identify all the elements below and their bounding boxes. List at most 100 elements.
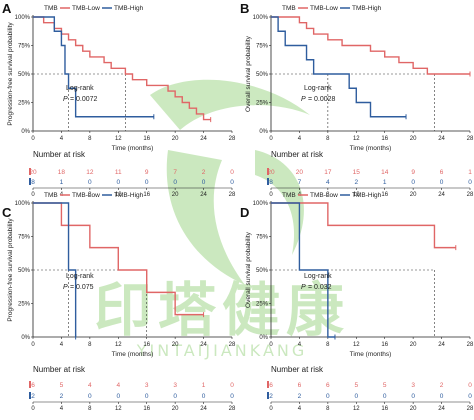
risk-x-tick-label: 8 [326,406,330,412]
x-tick-label: 24 [438,342,445,348]
risk-low-count: 5 [354,382,358,389]
y-tick-label: 100% [253,15,269,21]
x-tick-label: 8 [326,136,330,142]
y-tick-label: 75% [18,44,31,50]
risk-high-count: 1 [60,179,64,186]
risk-high-count: 0 [116,179,120,186]
risk-high-count: 0 [230,393,234,400]
risk-x-tick-label: 8 [88,406,92,412]
risk-high-count: 0 [202,393,206,400]
logrank-label: Log-rank [304,273,332,280]
x-tick-label: 0 [31,342,35,348]
risk-high-count: 0 [440,179,444,186]
x-tick-label: 12 [353,342,360,348]
p-prefix: P [63,96,68,103]
series-low-curve [271,202,456,249]
x-axis-title: Time (months) [350,145,392,152]
risk-low-count: 12 [86,169,94,176]
p-value: = 0.0028 [308,96,336,103]
logrank-label: Log-rank [66,85,94,92]
risk-x-tick-label: 0 [269,192,273,198]
risk-low-count: 3 [411,382,415,389]
y-tick-label: 50% [256,72,269,78]
x-tick-label: 20 [410,342,417,348]
x-axis-title: Time (months) [350,351,392,358]
risk-high-count: 8 [31,179,35,186]
legend-title: TMB [44,192,58,199]
x-axis-title: Time (months) [112,351,154,358]
risk-high-count: 0 [88,393,92,400]
p-value: = 0.0072 [70,96,98,103]
watermark-leaf-right [255,150,305,255]
risk-low-count: 17 [324,169,332,176]
x-tick-label: 28 [229,136,236,142]
legend-low-label: TMB-Low [72,5,100,12]
risk-low-count: 0 [230,169,234,176]
legend-low-label: TMB-Low [310,5,338,12]
series-high-curve [271,16,407,118]
legend: TMB TMB-Low TMB-High [44,5,144,12]
legend: TMB TMB-Low TMB-High [282,5,382,12]
risk-high-count: 2 [31,393,35,400]
risk-x-tick-label: 8 [88,192,92,198]
risk-high-count: 2 [60,393,64,400]
legend-high-label: TMB-High [352,5,382,12]
risk-low-count: 2 [440,382,444,389]
x-tick-label: 16 [381,136,388,142]
y-tick-label: 50% [18,72,31,78]
risk-title: Number at risk [271,365,324,374]
y-tick-label: 75% [256,44,269,50]
x-tick-label: 4 [60,136,64,142]
risk-x-tick-label: 24 [438,192,445,198]
risk-x-tick-label: 12 [353,406,360,412]
risk-x-tick-label: 28 [467,406,474,412]
risk-low-count: 0 [468,382,472,389]
watermark-text: 印塔健康 [94,276,350,344]
risk-low-count: 1 [468,169,472,176]
risk-low-count: 9 [411,169,415,176]
risk-high-count: 8 [269,179,273,186]
legend-title: TMB [44,5,58,12]
y-tick-label: 25% [256,101,269,107]
risk-x-tick-label: 24 [200,192,207,198]
risk-low-count: 9 [145,169,149,176]
risk-low-count: 20 [296,169,304,176]
legend-high-label: TMB-High [114,192,144,199]
series-low-curve [271,16,470,75]
series-high-curve [33,202,77,337]
panel-letter: B [240,1,249,16]
risk-high-count: 0 [383,393,387,400]
risk-low-count: 4 [116,382,120,389]
risk-low-count: 11 [115,169,122,176]
risk-x-tick-label: 4 [298,406,302,412]
p-prefix: P [301,284,306,291]
y-tick-label: 0% [259,129,268,135]
risk-low-count: 0 [230,382,234,389]
x-tick-label: 24 [200,342,207,348]
risk-high-count: 0 [230,179,234,186]
series-low-curve [33,202,204,316]
risk-x-tick-label: 20 [172,406,179,412]
risk-x-tick-label: 0 [31,192,35,198]
x-tick-label: 12 [115,342,122,348]
legend-title: TMB [282,192,296,199]
risk-title: Number at risk [33,150,86,159]
x-tick-label: 16 [143,342,150,348]
p-value: = 0.075 [70,284,94,291]
x-tick-label: 20 [172,342,179,348]
risk-x-tick-label: 28 [229,406,236,412]
watermark-leaf-left [166,150,245,285]
y-tick-label: 50% [256,268,269,274]
risk-low-count: 1 [202,382,206,389]
risk-high-count: 2 [269,393,273,400]
risk-x-tick-label: 24 [438,406,445,412]
risk-high-count: 2 [354,179,358,186]
risk-x-tick-label: 24 [200,406,207,412]
risk-low-count: 7 [173,169,177,176]
risk-high-count: 0 [468,393,472,400]
p-prefix: P [301,96,306,103]
risk-high-count: 0 [202,179,206,186]
risk-low-count: 14 [381,169,389,176]
